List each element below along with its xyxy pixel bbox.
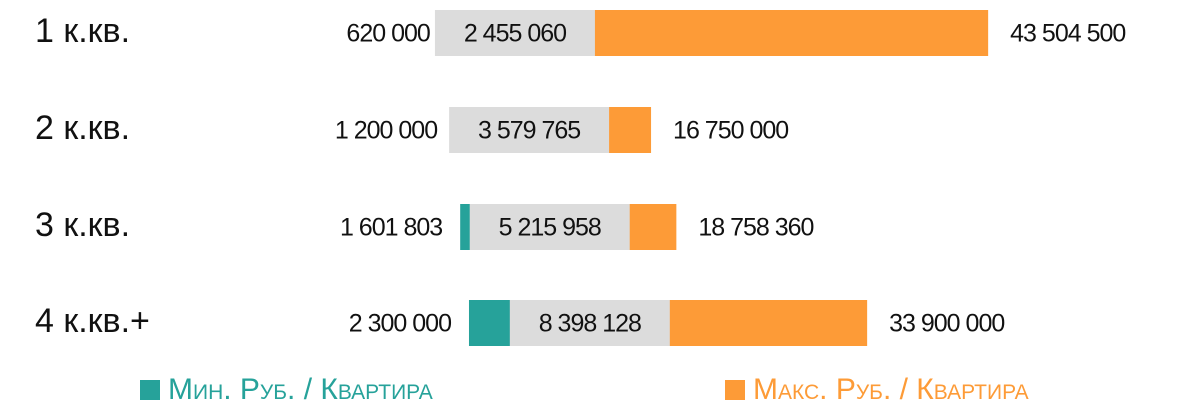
max-label: 33 900 000 (889, 310, 1004, 338)
max-label: 16 750 000 (673, 117, 788, 145)
max-label: 18 758 360 (698, 214, 813, 242)
center-label: 5 215 958 (499, 214, 601, 242)
category-label: 1 к.кв. (35, 12, 130, 50)
legend-swatch (140, 380, 160, 400)
max-label: 43 504 500 (1010, 20, 1125, 48)
center-label-box (509, 300, 670, 346)
legend-label: Макс. Руб. / Квартира (753, 373, 1029, 406)
center-label: 8 398 128 (539, 310, 641, 338)
category-label: 3 к.кв. (35, 206, 130, 244)
center-label-box (469, 204, 630, 250)
legend-label: Мин. Руб. / Квартира (168, 373, 433, 406)
center-label: 3 579 765 (478, 117, 580, 145)
center-label-box (449, 107, 610, 153)
min-label: 2 300 000 (349, 310, 451, 338)
center-label: 2 455 060 (464, 20, 566, 48)
category-label: 2 к.кв. (35, 109, 130, 147)
min-label: 1 601 803 (340, 214, 442, 242)
center-label-box (434, 10, 595, 56)
category-label: 4 к.кв.+ (35, 302, 150, 340)
legend-swatch (725, 380, 745, 400)
min-label: 620 000 (346, 20, 429, 48)
min-label: 1 200 000 (335, 117, 437, 145)
